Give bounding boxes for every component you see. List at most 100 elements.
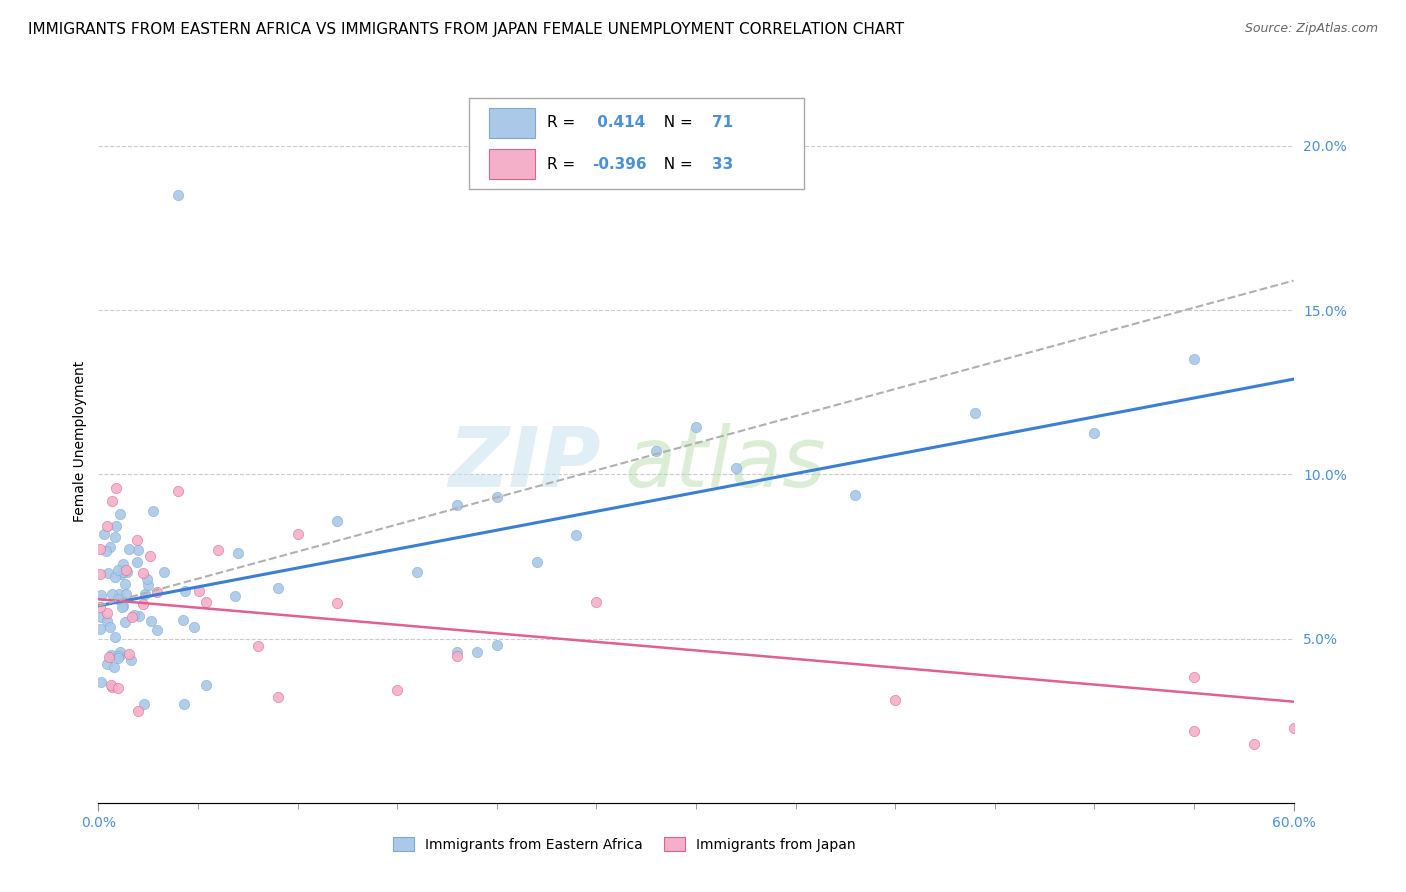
Point xyxy=(128,609,150,624)
Point xyxy=(100,648,122,663)
Point xyxy=(132,698,155,712)
Point xyxy=(224,589,246,603)
Text: 33: 33 xyxy=(711,157,733,172)
Point xyxy=(326,596,349,610)
Point xyxy=(645,443,668,458)
Point xyxy=(104,569,127,583)
Point xyxy=(110,566,132,581)
Point xyxy=(135,572,157,586)
Point xyxy=(152,566,174,580)
Point xyxy=(93,527,115,541)
Point xyxy=(89,622,111,636)
Point xyxy=(132,598,155,612)
Point xyxy=(114,615,136,629)
Point xyxy=(585,595,607,609)
Text: 0.414: 0.414 xyxy=(592,115,645,130)
Point xyxy=(173,584,195,599)
Point xyxy=(127,543,149,558)
Point xyxy=(446,645,468,659)
Text: N =: N = xyxy=(654,157,697,172)
Point xyxy=(125,555,148,569)
Point xyxy=(104,530,127,544)
Point xyxy=(785,155,807,169)
Point xyxy=(115,565,138,579)
Point xyxy=(136,577,159,591)
FancyBboxPatch shape xyxy=(489,108,534,138)
Point xyxy=(267,581,290,595)
Point xyxy=(108,587,131,601)
Point xyxy=(134,587,156,601)
Point xyxy=(90,674,112,689)
Point xyxy=(107,651,129,665)
Point xyxy=(526,555,548,569)
Point xyxy=(105,481,128,495)
Point xyxy=(465,645,488,659)
Point xyxy=(98,650,121,665)
Point xyxy=(139,549,162,563)
Point xyxy=(111,599,134,614)
FancyBboxPatch shape xyxy=(470,98,804,189)
Text: ZIP: ZIP xyxy=(447,423,600,504)
Point xyxy=(108,648,131,662)
Point xyxy=(1182,723,1205,738)
Point xyxy=(145,584,167,599)
Point xyxy=(114,577,136,591)
Point xyxy=(101,587,124,601)
Point xyxy=(132,566,155,581)
Point xyxy=(100,678,122,692)
Point xyxy=(112,599,135,613)
Point xyxy=(89,542,111,557)
Point xyxy=(485,638,508,652)
Text: IMMIGRANTS FROM EASTERN AFRICA VS IMMIGRANTS FROM JAPAN FEMALE UNEMPLOYMENT CORR: IMMIGRANTS FROM EASTERN AFRICA VS IMMIGR… xyxy=(28,22,904,37)
Point xyxy=(118,647,141,661)
Point xyxy=(96,606,118,620)
Point xyxy=(1182,351,1205,366)
Point xyxy=(100,494,122,508)
Point xyxy=(96,657,118,671)
Point xyxy=(115,563,138,577)
Text: N =: N = xyxy=(654,115,697,130)
Point xyxy=(89,599,111,614)
Point xyxy=(1083,426,1105,441)
Point xyxy=(124,607,146,622)
Text: 71: 71 xyxy=(711,115,733,130)
Point xyxy=(326,514,349,528)
Point xyxy=(104,630,127,644)
Text: Source: ZipAtlas.com: Source: ZipAtlas.com xyxy=(1244,22,1378,36)
Point xyxy=(207,543,229,558)
Point xyxy=(194,595,217,609)
Point xyxy=(89,566,111,581)
Point xyxy=(844,488,866,502)
Point xyxy=(121,609,143,624)
Point xyxy=(385,683,409,698)
Point xyxy=(485,491,508,505)
Legend: Immigrants from Eastern Africa, Immigrants from Japan: Immigrants from Eastern Africa, Immigran… xyxy=(388,831,860,857)
Point xyxy=(125,533,148,547)
Point xyxy=(104,518,127,533)
Point xyxy=(110,645,132,659)
Point xyxy=(267,690,290,704)
Point xyxy=(103,659,125,673)
Point xyxy=(246,639,269,653)
Text: atlas: atlas xyxy=(624,423,825,504)
Point xyxy=(107,681,129,695)
Point xyxy=(685,419,707,434)
Point xyxy=(146,623,169,637)
Point xyxy=(194,678,217,692)
Point xyxy=(96,615,118,629)
Point xyxy=(142,503,165,517)
Point xyxy=(188,584,211,599)
Point xyxy=(884,693,907,707)
Text: R =: R = xyxy=(547,157,579,172)
Point xyxy=(287,527,309,541)
Point xyxy=(963,406,986,420)
Point xyxy=(107,563,129,577)
Point xyxy=(115,587,138,601)
Point xyxy=(446,649,468,664)
Text: R =: R = xyxy=(547,115,579,130)
Point xyxy=(173,698,195,712)
Point xyxy=(167,484,190,499)
Point xyxy=(107,592,129,607)
Point xyxy=(1243,737,1265,751)
Point xyxy=(1282,721,1305,735)
